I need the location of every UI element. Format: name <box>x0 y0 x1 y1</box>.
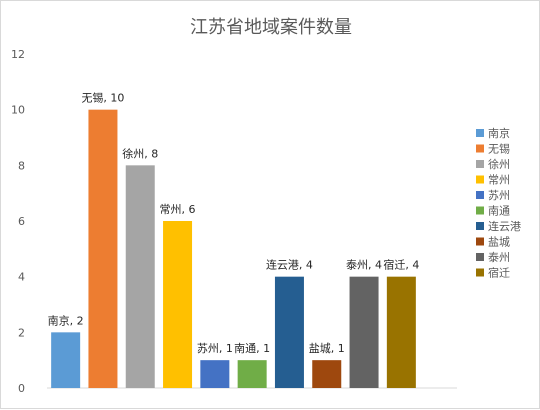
legend-swatch <box>476 175 484 184</box>
legend-label: 连云港 <box>488 220 521 233</box>
y-axis: 0 2 4 6 8 10 12 <box>11 48 25 395</box>
data-label: 南京, 2 <box>48 313 84 327</box>
bar-盐城 <box>312 360 342 388</box>
data-label: 南通, 1 <box>234 342 270 355</box>
legend-swatch <box>476 160 484 168</box>
legend-label: 宿迁 <box>488 266 510 280</box>
bar-常州 <box>163 221 193 388</box>
data-label: 常州, 6 <box>160 203 196 216</box>
y-tick-label: 12 <box>11 48 25 61</box>
data-label: 徐州, 8 <box>122 146 158 160</box>
legend-label: 南京 <box>488 126 510 140</box>
legend-swatch <box>476 268 484 277</box>
legend-label: 常州 <box>488 174 510 187</box>
y-tick-label: 2 <box>18 326 25 339</box>
y-tick-label: 4 <box>18 271 25 284</box>
bar-无锡 <box>88 109 118 389</box>
bar-泰州 <box>349 276 379 388</box>
chart-title: 江苏省地域案件数量 <box>190 17 352 38</box>
y-tick-label: 6 <box>18 215 25 228</box>
legend-swatch <box>476 206 484 215</box>
data-label: 宿迁, 4 <box>383 258 419 272</box>
legend-swatch <box>476 237 484 246</box>
bar-南通 <box>237 360 267 388</box>
legend-swatch <box>476 253 484 261</box>
legend-label: 苏州 <box>488 189 510 202</box>
bar-苏州 <box>200 360 230 388</box>
bar-徐州 <box>125 165 155 388</box>
bar-南京 <box>51 332 81 388</box>
legend-label: 南通 <box>488 205 510 218</box>
legend-swatch <box>476 222 484 230</box>
y-tick-label: 0 <box>18 382 25 395</box>
legend-label: 泰州 <box>488 250 510 264</box>
y-tick-label: 8 <box>18 159 25 172</box>
bars-group <box>51 109 416 389</box>
legend-label: 无锡 <box>488 142 510 156</box>
legend-swatch <box>476 191 484 199</box>
bar-连云港 <box>274 276 304 388</box>
data-label: 苏州, 1 <box>197 342 233 355</box>
legend-label: 徐州 <box>488 157 510 171</box>
legend-swatch <box>476 129 484 137</box>
data-labels-group: 南京, 2 无锡, 10 徐州, 8 常州, 6 苏州, 1 南通, 1 连云港, 4 盐城,… <box>48 91 420 355</box>
data-label: 盐城, 1 <box>309 342 345 355</box>
legend-swatch <box>476 144 484 153</box>
y-tick-label: 10 <box>11 104 25 117</box>
legend-label: 盐城 <box>488 236 510 249</box>
bar-宿迁 <box>386 276 416 388</box>
data-label: 连云港, 4 <box>266 259 313 272</box>
data-label: 无锡, 10 <box>81 91 124 105</box>
data-label: 泰州, 4 <box>346 258 382 272</box>
